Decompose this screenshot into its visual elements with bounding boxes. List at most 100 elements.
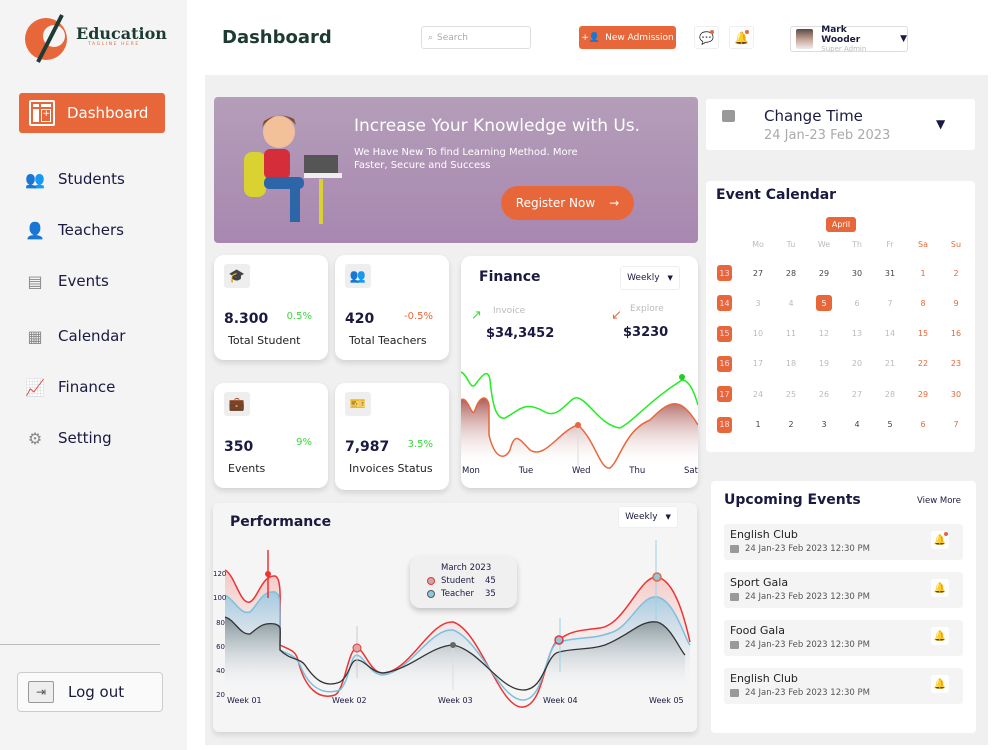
calendar-day[interactable]: 30 (851, 268, 863, 278)
finance-chart (461, 371, 698, 470)
calendar-day[interactable]: 9 (953, 298, 959, 308)
calendar-day[interactable]: 27 (851, 389, 863, 399)
event-date-text: 24 Jan-23 Feb 2023 12:30 PM (745, 544, 870, 554)
calendar-day[interactable]: 5 (887, 420, 893, 429)
calendar-day[interactable]: 1 (755, 420, 761, 429)
calendar-day[interactable]: 23 (950, 359, 962, 369)
calendar-day[interactable]: 3 (755, 298, 761, 308)
week-number: 15 (717, 325, 732, 342)
bell-icon[interactable]: 🔔 (931, 531, 949, 549)
calendar-day[interactable]: 28 (884, 389, 896, 399)
week-number: 18 (717, 416, 732, 433)
messages-button[interactable]: 💬 (694, 26, 719, 49)
calendar-day[interactable]: 17 (752, 359, 764, 369)
performance-period-select[interactable]: Weekly ▼ (618, 506, 678, 528)
stat-label: Events (228, 462, 266, 475)
event-item[interactable]: Sport Gala 24 Jan-23 Feb 2023 12:30 PM 🔔 (724, 572, 963, 608)
bell-icon[interactable]: 🔔 (931, 579, 949, 597)
teacher-area (225, 617, 685, 690)
stat-change: -0.5% (403, 311, 433, 322)
weekday-header: Fr (886, 239, 894, 249)
view-more-link[interactable]: View More (917, 496, 961, 506)
chevron-down-icon: ▼ (936, 117, 946, 131)
calendar-day[interactable]: 30 (950, 389, 962, 399)
group-icon: 👥 (345, 264, 371, 288)
calendar-day[interactable]: 13 (851, 329, 863, 339)
event-item[interactable]: English Club 24 Jan-23 Feb 2023 12:30 PM 🔔 (724, 668, 963, 704)
logout-button[interactable]: ⇥ Log out (17, 672, 163, 712)
search-input[interactable]: ⌕ Search (421, 26, 531, 49)
calendar-day[interactable]: 6 (854, 298, 860, 308)
calendar-day[interactable]: 26 (818, 389, 830, 399)
week-number: 13 (717, 265, 732, 281)
sidebar-item-events[interactable]: ▤ Events (24, 272, 108, 291)
new-admission-button[interactable]: +👤 New Admission (579, 26, 676, 49)
calendar-day[interactable]: 20 (851, 359, 863, 369)
sidebar-item-label: Students (58, 170, 125, 188)
stat-value: 420 (345, 311, 375, 327)
calendar-day[interactable]: 8 (920, 298, 926, 308)
stat-label: Invoices Status (349, 462, 433, 475)
weekday-header: Su (950, 239, 962, 249)
calendar-day[interactable]: 11 (785, 329, 797, 339)
weekday-header: We (817, 239, 831, 249)
register-now-button[interactable]: Register Now → (501, 186, 634, 220)
calendar-day[interactable]: 29 (917, 389, 929, 399)
calendar-day[interactable]: 12 (818, 329, 830, 339)
dashboard-icon: + (29, 100, 55, 126)
calendar-icon (722, 110, 735, 122)
event-item[interactable]: English Club 24 Jan-23 Feb 2023 12:30 PM 🔔 (724, 524, 963, 560)
finance-period-select[interactable]: Weekly ▼ (620, 266, 680, 290)
calendar-day[interactable]: 3 (821, 420, 827, 429)
calendar-day[interactable]: 2 (788, 420, 794, 429)
arrow-right-icon: → (609, 196, 620, 210)
calendar-day[interactable]: 19 (818, 359, 830, 369)
sidebar-item-dashboard[interactable]: + Dashboard (19, 93, 165, 133)
teacher-icon: 👤 (25, 220, 45, 240)
calendar-day[interactable]: 18 (785, 359, 797, 369)
calendar-day[interactable]: 2 (953, 268, 959, 278)
sidebar-item-students[interactable]: 👥 Students (24, 170, 125, 189)
calendar-day[interactable]: 16 (950, 329, 962, 339)
weekday-header: Th (852, 239, 862, 249)
calendar-day[interactable]: 4 (788, 298, 794, 308)
calendar-day[interactable]: 5 (816, 295, 832, 312)
calendar-day[interactable]: 10 (752, 329, 764, 339)
calendar-day[interactable]: 27 (752, 268, 764, 278)
event-item[interactable]: Food Gala 24 Jan-23 Feb 2023 12:30 PM 🔔 (724, 620, 963, 656)
calendar-day[interactable]: 28 (785, 268, 797, 278)
user-menu[interactable]: Mark Wooder Super Admin ▼ (790, 25, 908, 53)
event-date: 24 Jan-23 Feb 2023 12:30 PM (730, 640, 870, 650)
sidebar-item-setting[interactable]: ⚙ Setting (24, 429, 112, 448)
teacher-legend-icon (427, 590, 435, 598)
calendar-day[interactable]: 14 (884, 329, 896, 339)
calendar-day[interactable]: 24 (752, 389, 764, 399)
calendar-day[interactable]: 7 (887, 298, 893, 308)
search-placeholder: Search (437, 32, 468, 43)
notifications-button[interactable]: 🔔 (729, 26, 754, 49)
bell-icon[interactable]: 🔔 (931, 675, 949, 693)
change-time-select[interactable]: Change Time 24 Jan-23 Feb 2023 ▼ (706, 99, 975, 150)
sidebar: Education TAGLINE HERE + Dashboard 👥 Stud… (0, 0, 187, 750)
sidebar-item-finance[interactable]: 📈 Finance (24, 378, 115, 397)
finance-title: Finance (479, 269, 541, 285)
sidebar-item-teachers[interactable]: 👤 Teachers (24, 220, 124, 240)
calendar-day[interactable]: 21 (884, 359, 896, 369)
calendar-day[interactable]: 15 (917, 329, 929, 339)
explore-value: $3230 (623, 325, 669, 340)
period-label: Weekly (627, 273, 660, 283)
calendar-day[interactable]: 7 (953, 420, 959, 429)
calendar-day[interactable]: 6 (920, 420, 926, 429)
graduate-icon: 🎓 (224, 264, 250, 288)
calendar-day[interactable]: 1 (920, 268, 926, 278)
calendar-day[interactable]: 25 (785, 389, 797, 399)
calendar-day[interactable]: 29 (818, 268, 830, 278)
sidebar-item-calendar[interactable]: ▦ Calendar (24, 327, 125, 346)
sidebar-item-label: Dashboard (67, 104, 149, 122)
calendar-day[interactable]: 4 (854, 420, 860, 429)
calendar-day[interactable]: 22 (917, 359, 929, 369)
calendar-day[interactable]: 31 (884, 268, 896, 278)
bell-icon[interactable]: 🔔 (931, 627, 949, 645)
explore-area (461, 398, 698, 469)
month-selector[interactable]: April (826, 217, 856, 232)
